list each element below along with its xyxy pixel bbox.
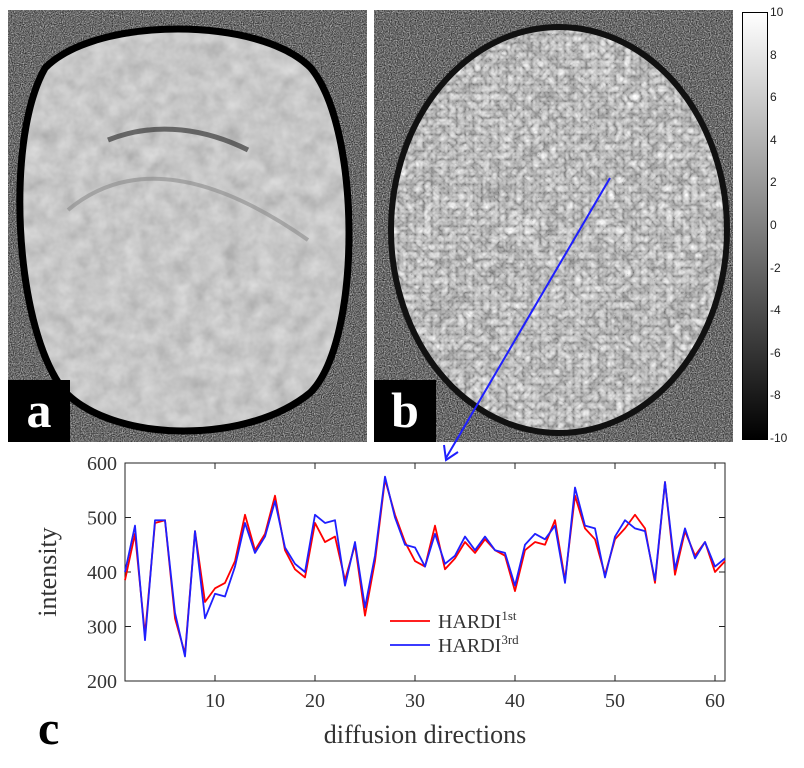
colorbar-tick-label: -10	[770, 431, 788, 445]
y-tick-label: 500	[87, 508, 117, 530]
intensity-line-chart: 200 300 400 500 600 10 20 30 40 50 60 diffusion dir…	[33, 453, 726, 749]
x-tick-label: 50	[605, 690, 625, 712]
series-line-3rd	[124, 475, 726, 658]
panel-a-brain-graphic	[8, 10, 367, 442]
x-tick-label: 20	[305, 690, 325, 712]
colorbar	[742, 12, 768, 440]
colorbar-tick-label: 2	[770, 175, 777, 190]
panel-a-image: a	[8, 10, 367, 442]
colorbar-tick-label: -4	[770, 303, 781, 318]
colorbar-tick-label: -2	[770, 260, 781, 275]
colorbar-tick-label: -6	[770, 345, 781, 360]
colorbar-tick-label: 8	[770, 47, 777, 62]
panel-a-label: a	[8, 380, 70, 442]
x-axis-label: diffusion directions	[324, 720, 526, 749]
x-tick-label: 40	[505, 690, 525, 712]
x-tick-label: 10	[205, 690, 225, 712]
colorbar-tick-label: 6	[770, 90, 777, 105]
y-axis-label: intensity	[33, 527, 62, 617]
y-tick-label: 300	[87, 617, 117, 639]
panel-c-label: c	[38, 702, 60, 755]
panel-b-brain-graphic	[374, 10, 733, 442]
y-tick-label: 600	[87, 453, 117, 475]
colorbar-tick-label: 0	[770, 218, 777, 232]
plot-area-frame	[124, 462, 726, 682]
panel-b-label: b	[374, 380, 436, 442]
panel-b-image: b	[374, 10, 733, 442]
y-tick-label: 400	[87, 562, 117, 584]
x-tick-label: 60	[705, 690, 725, 712]
colorbar-tick-label: 4	[770, 132, 777, 147]
x-tick-label: 30	[405, 690, 425, 712]
y-tick-label: 200	[87, 671, 117, 693]
colorbar-tick-label: -8	[770, 388, 781, 403]
colorbar-tick-label: 10	[770, 5, 784, 19]
